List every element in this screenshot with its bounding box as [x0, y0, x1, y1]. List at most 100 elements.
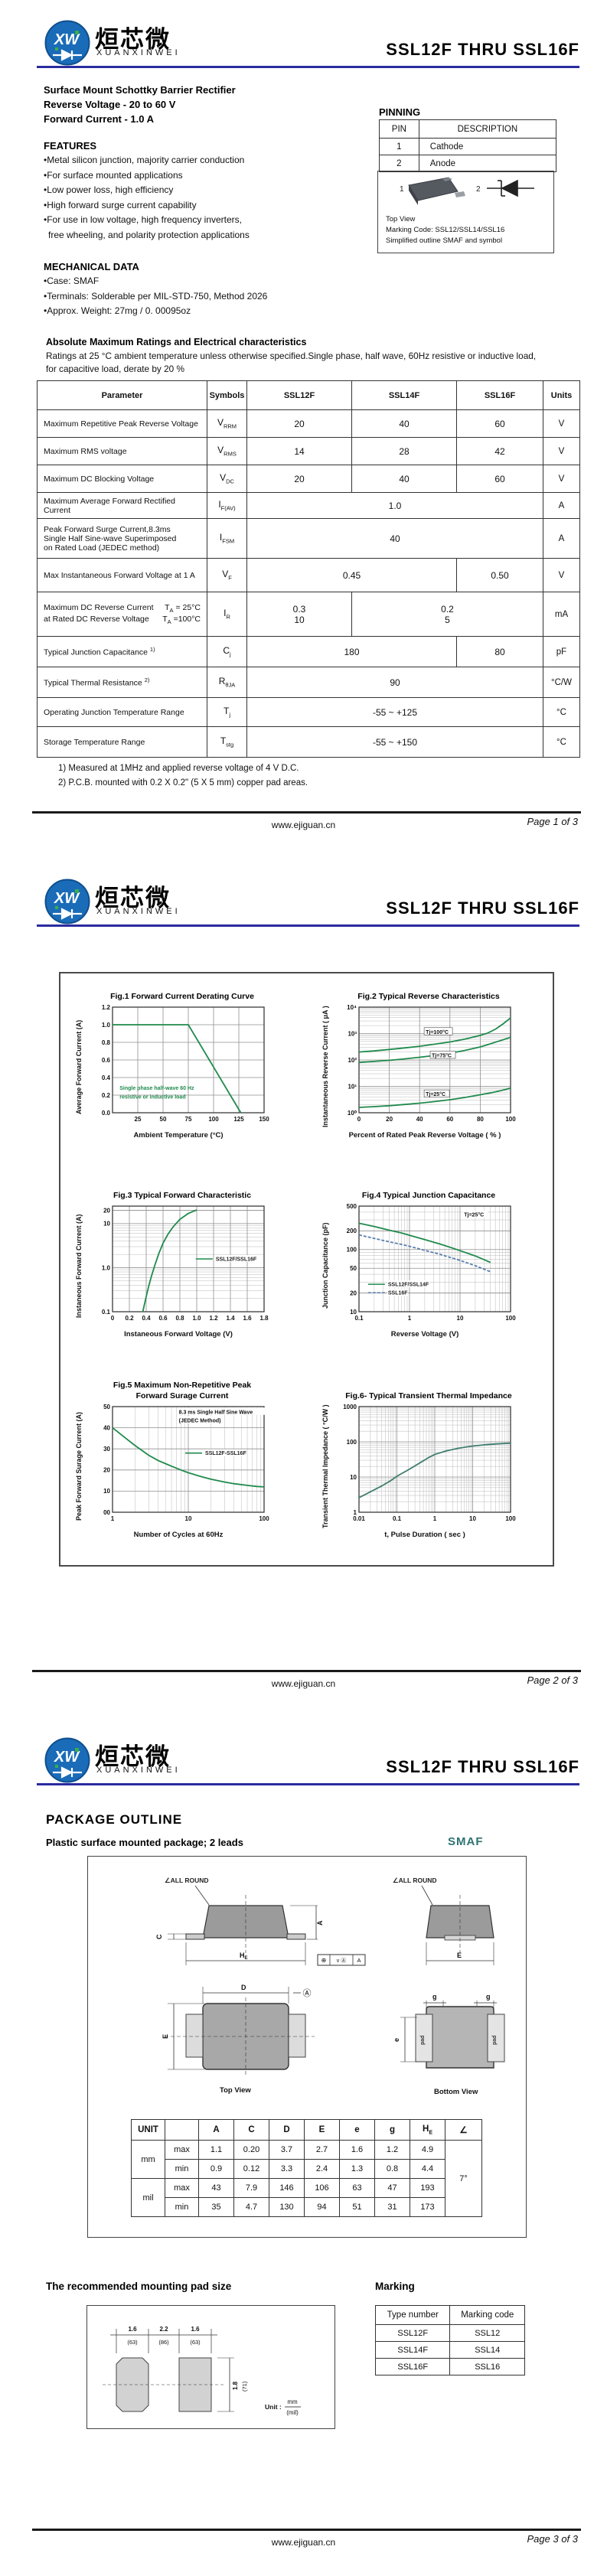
footer-website: www.ejiguan.cn: [271, 2537, 336, 2548]
pin-description: Anode: [418, 155, 557, 172]
table-row: Storage Temperature Range Tstg -55 ~ +15…: [37, 726, 580, 758]
datum-circle-label: Ⓐ: [303, 1988, 312, 1998]
figure-2: Fig.2 Typical Reverse Characteristics In…: [321, 992, 536, 1140]
svg-text:XW: XW: [54, 890, 80, 907]
feature-item: For use in low voltage, high frequency i…: [44, 213, 365, 228]
dim-g-label: g: [432, 1993, 437, 2000]
footer-rule: [32, 2529, 581, 2531]
surge-current-chart: 8.3 ms Single Half Sine Wave (JEDEC Metho…: [103, 1404, 270, 1522]
part-number-title: SSL12F THRU SSL16F: [386, 1757, 579, 1776]
x-axis-label: Ambient Temperature (°C): [133, 1131, 224, 1140]
table-row: Max Instantaneous Forward Voltage at 1 A…: [37, 558, 580, 592]
svg-text:(63): (63): [127, 2339, 138, 2346]
feature-item: Metal silicon junction, majority carrier…: [44, 153, 365, 168]
datum-reference-box: ⊕ v Ⓐ A: [317, 1954, 366, 1966]
table-row: Maximum Repetitive Peak Reverse Voltage …: [37, 409, 580, 438]
svg-text:25: 25: [135, 1116, 142, 1123]
svg-text:10⁰: 10⁰: [348, 1110, 357, 1117]
marking-heading: Marking: [375, 2281, 415, 2292]
svg-text:10: 10: [457, 1315, 464, 1322]
svg-text:Single phase half-wave 60 Hz: Single phase half-wave 60 Hz: [119, 1086, 194, 1091]
svg-text:SSL16F: SSL16F: [388, 1291, 408, 1296]
package-outline-subheading: Plastic surface mounted package; 2 leads: [46, 1837, 243, 1848]
col-header: Marking code: [449, 2305, 525, 2325]
package-outline-heading: PACKAGE OUTLINE: [46, 1812, 183, 1827]
svg-text:2.2: 2.2: [159, 2326, 168, 2333]
svg-text:50: 50: [160, 1116, 167, 1123]
svg-text:1.2: 1.2: [102, 1004, 111, 1011]
package-and-symbol-drawing: 1 2: [400, 177, 534, 205]
figure-title: Fig.3 Typical Forward Characteristic: [113, 1191, 252, 1200]
svg-text:1.0: 1.0: [102, 1022, 111, 1029]
dim-e-label: e: [393, 2038, 400, 2042]
svg-text:10: 10: [103, 1221, 110, 1228]
pad-label: pad: [492, 2036, 498, 2045]
table-row: SSL14F SSL14: [374, 2341, 525, 2359]
svg-text:1.0: 1.0: [102, 1264, 111, 1271]
svg-text:10⁴: 10⁴: [347, 1004, 357, 1011]
page-number: Page 2 of 3: [527, 1674, 579, 1686]
svg-text:Tj=75°C: Tj=75°C: [432, 1053, 452, 1059]
col-header: Units: [543, 380, 580, 410]
pin-number: 1: [379, 138, 419, 155]
svg-text:(71): (71): [241, 2381, 248, 2392]
svg-text:0.1: 0.1: [354, 1315, 364, 1322]
table-row: Maximum DC Reverse Current TA = 25°C at R…: [37, 592, 580, 637]
figure-title: Fig.2 Typical Reverse Characteristics: [357, 992, 500, 1001]
page-2: XW 烜芯微 XUANXINWEI SSL12F THRU SSL16F Fig…: [0, 859, 607, 1717]
svg-text:1.6: 1.6: [191, 2326, 200, 2333]
col-header: SSL12F: [246, 380, 352, 410]
col-header: Type number: [374, 2305, 451, 2325]
reverse-characteristics-chart: Tj=100°C Tj=75°C Tj=25°C 0 20 40 60 80 100 10⁰ 10¹…: [347, 1004, 516, 1123]
figure-title: Fig.4 Typical Junction Capacitance: [361, 1191, 496, 1200]
pin-col-header: PIN: [379, 119, 419, 139]
ratings-heading: Absolute Maximum Ratings and Electrical …: [46, 337, 307, 347]
col-header: Parameter: [37, 380, 207, 410]
svg-text:XW: XW: [54, 1749, 80, 1766]
bottom-view-label: Bottom View: [434, 2088, 478, 2096]
svg-text:10¹: 10¹: [348, 1083, 357, 1090]
header-rule: [37, 1783, 579, 1785]
x-axis-label: Percent of Rated Peak Reverse Voltage ( …: [348, 1131, 501, 1140]
part-number-title: SSL12F THRU SSL16F: [386, 40, 579, 59]
pinning-heading: PINNING: [379, 106, 421, 118]
logo-mark-icon: XW: [44, 879, 90, 924]
mech-item: Case: SMAF: [44, 274, 373, 289]
pin2-label: 2: [476, 185, 481, 194]
page-number: Page 3 of 3: [527, 2533, 579, 2545]
unit-header: UNIT: [131, 2119, 165, 2141]
col-header: Symbols: [207, 380, 247, 410]
table-row: 2 Anode: [379, 155, 557, 172]
figure-4: Fig.4 Typical Junction Capacitance Junct…: [321, 1191, 536, 1339]
svg-text:10: 10: [350, 1474, 357, 1481]
table-row: mm max 1.1 0.20 3.7 2.7 1.6 1.2 4.9 7°: [131, 2140, 482, 2217]
svg-text:1: 1: [354, 1509, 357, 1516]
mounting-pad-heading: The recommended mounting pad size: [46, 2281, 232, 2292]
svg-text:30: 30: [103, 1446, 110, 1453]
marking-table: Type number Marking code SSL12F SSL12 SS…: [374, 2305, 525, 2375]
ratings-conditions-line1: Ratings at 25 °C ambient temperature unl…: [46, 351, 537, 361]
table-row: mil max 43 7.9 146 106 63 47 193: [131, 2178, 482, 2217]
figure-title: Fig.5 Maximum Non-Repetitive Peak: [113, 1381, 252, 1390]
forward-characteristic-chart: SSL12F/SSL16F 0 0.2 0.4 0.6 0.8 1.0 1.2 1.4 1.6 1.…: [102, 1205, 269, 1322]
table-row: Typical Thermal Resistance 2) RθJA 90 °C…: [37, 667, 580, 698]
figure-1: Fig.1 Forward Current Derating Curve Ave…: [75, 992, 289, 1140]
svg-text:1.2: 1.2: [209, 1315, 218, 1322]
logo-chinese-name: 烜芯微: [95, 1743, 171, 1770]
svg-text:mm: mm: [287, 2398, 298, 2405]
table-row: 1 Cathode: [379, 138, 557, 155]
svg-text:1.4: 1.4: [226, 1315, 235, 1322]
svg-text:40: 40: [416, 1116, 423, 1123]
mounting-pad-drawing-box: 1.6 (63) 2.2 (86) 1.6 (63) 1.8 (71) Unit…: [86, 2305, 335, 2429]
figure-3: Fig.3 Typical Forward Characteristic Ins…: [75, 1191, 289, 1339]
svg-text:1.6: 1.6: [243, 1315, 252, 1322]
table-row: Maximum RMS voltage VRMS 14 28 42 V: [37, 437, 580, 465]
svg-text:1: 1: [111, 1515, 115, 1522]
svg-text:10: 10: [185, 1515, 192, 1522]
table-row: Peak Forward Surge Current,8.3ms Single …: [37, 518, 580, 559]
svg-text:0.6: 0.6: [102, 1057, 111, 1064]
table-row: Typical Junction Capacitance 1) Cj 180 8…: [37, 636, 580, 667]
svg-text:100: 100: [505, 1315, 516, 1322]
svg-text:20: 20: [386, 1116, 393, 1123]
